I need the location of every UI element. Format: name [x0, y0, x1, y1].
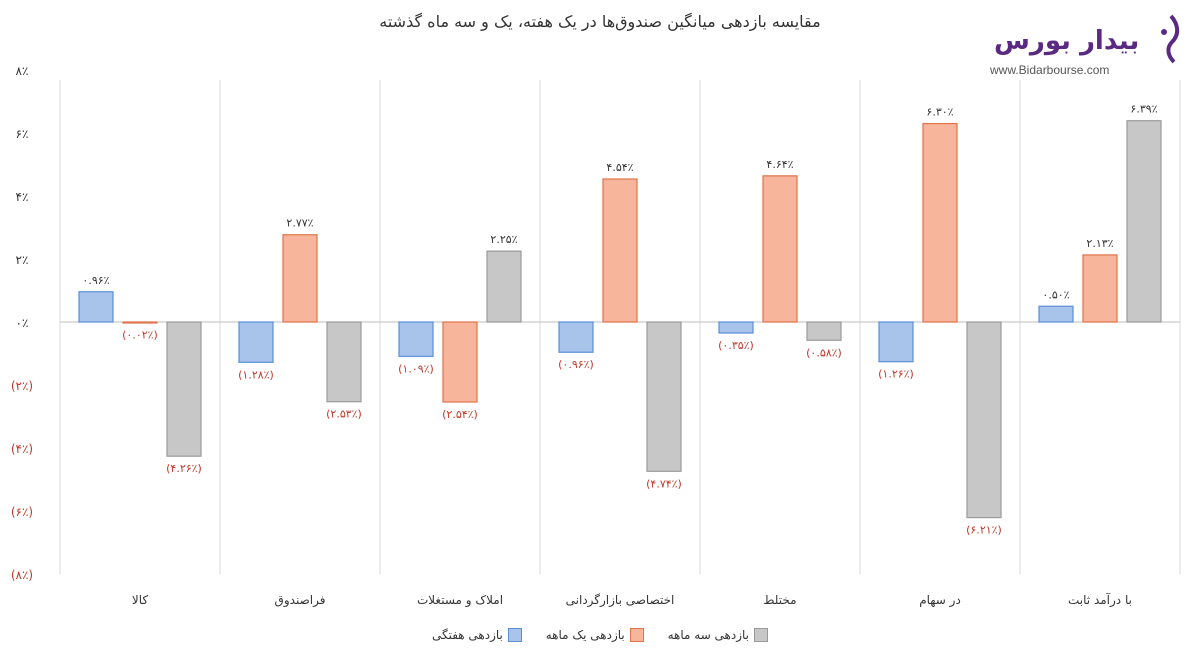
bar-weekly	[558, 321, 594, 353]
legend-label-weekly: بازدهی هفتگی	[431, 628, 503, 642]
y-tick-label: ۴٪	[16, 190, 29, 204]
legend-swatch-monthly	[629, 628, 644, 642]
data-label-monthly: ۶.۳۰٪	[926, 106, 953, 119]
data-label-monthly: ۴.۵۴٪	[606, 161, 633, 174]
legend-item-monthly: بازدهی یک ماهه	[546, 628, 644, 642]
y-tick-label: ۲٪	[16, 253, 29, 267]
y-tick-label: (۸٪)	[11, 568, 33, 582]
data-label-weekly: ۰.۹۶٪	[82, 274, 109, 287]
data-label-monthly: (۲.۵۴٪)	[442, 408, 478, 421]
y-tick-label: ۶٪	[16, 127, 29, 141]
legend-swatch-three-month	[754, 628, 769, 642]
bar-weekly	[1038, 305, 1074, 323]
data-label-three-month: (۴.۷۴٪)	[646, 477, 682, 490]
legend-label-monthly: بازدهی یک ماهه	[545, 628, 625, 642]
data-label-three-month: ۶.۳۹٪	[1130, 103, 1157, 116]
data-label-monthly: ۴.۶۴٪	[766, 158, 793, 171]
bar-three-month	[806, 321, 842, 341]
legend-label-three-month: بازدهی سه ماهه	[667, 628, 750, 642]
chart-title: مقایسه بازدهی میانگین صندوق‌ها در یک هفت…	[379, 12, 821, 31]
data-label-weekly: (۱.۲۸٪)	[238, 368, 274, 381]
bar-three-month	[646, 321, 682, 472]
bar-monthly	[442, 321, 478, 403]
bar-monthly	[122, 321, 158, 324]
logo-mark-icon	[1161, 14, 1180, 64]
brand-logo: بیدار بورس www.Bidarbourse.com	[988, 8, 1188, 80]
data-label-three-month: (۲.۵۳٪)	[326, 408, 362, 421]
data-label-weekly: (۱.۲۶٪)	[878, 368, 914, 381]
data-label-weekly: (۱.۰۹٪)	[398, 362, 434, 375]
legend-swatch-weekly	[507, 628, 522, 642]
y-tick-label: (۲٪)	[11, 379, 33, 393]
bar-three-month	[486, 250, 522, 323]
legend-item-three-month: بازدهی سه ماهه	[667, 628, 769, 642]
y-tick-label: (۶٪)	[11, 505, 33, 519]
bar-monthly	[602, 178, 638, 323]
logo-url: www.Bidarbourse.com	[990, 63, 1110, 77]
bar-three-month	[166, 321, 202, 457]
category-label: با درآمد ثابت	[1068, 592, 1132, 608]
data-label-weekly: (۰.۳۵٪)	[718, 339, 754, 352]
y-tick-label: ۸٪	[16, 64, 29, 78]
category-label: در سهام	[919, 593, 961, 608]
bar-monthly	[762, 175, 798, 323]
bar-weekly	[878, 321, 914, 363]
data-label-weekly: ۰.۵۰٪	[1042, 288, 1069, 301]
logo-name: بیدار بورس	[994, 26, 1140, 56]
bar-weekly	[238, 321, 274, 363]
category-label: کالا	[132, 593, 149, 607]
category-label: املاک و مستغلات	[417, 593, 503, 608]
legend-item-weekly: بازدهی هفتگی	[432, 628, 522, 642]
data-label-three-month: (۰.۵۸٪)	[806, 346, 842, 359]
data-label-weekly: (۰.۹۶٪)	[558, 358, 594, 371]
bar-weekly	[398, 321, 434, 357]
y-tick-label: (۴٪)	[11, 442, 33, 456]
bar-monthly	[1082, 254, 1118, 323]
bar-monthly	[922, 122, 958, 323]
bar-weekly	[78, 291, 114, 323]
data-label-monthly: (۰.۰۲٪)	[122, 329, 158, 342]
bar-monthly	[282, 234, 318, 323]
data-label-three-month: ۲.۲۵٪	[490, 233, 517, 246]
y-tick-label: ۰٪	[16, 316, 29, 330]
bar-three-month	[1126, 120, 1162, 323]
data-label-monthly: ۲.۱۳٪	[1086, 237, 1113, 250]
category-label: فراصندوق	[275, 593, 326, 608]
data-label-monthly: ۲.۷۷٪	[286, 217, 313, 230]
bar-three-month	[326, 321, 362, 403]
bar-three-month	[966, 321, 1002, 519]
category-label: اختصاصی بازارگردانی	[566, 593, 675, 608]
chart-legend: بازدهی سه ماهه بازدهی یک ماهه بازدهی هفت…	[0, 628, 1200, 645]
category-label: مختلط	[763, 593, 796, 607]
bar-weekly	[718, 321, 754, 334]
data-label-three-month: (۴.۲۶٪)	[166, 462, 202, 475]
data-label-three-month: (۶.۲۱٪)	[966, 524, 1002, 537]
